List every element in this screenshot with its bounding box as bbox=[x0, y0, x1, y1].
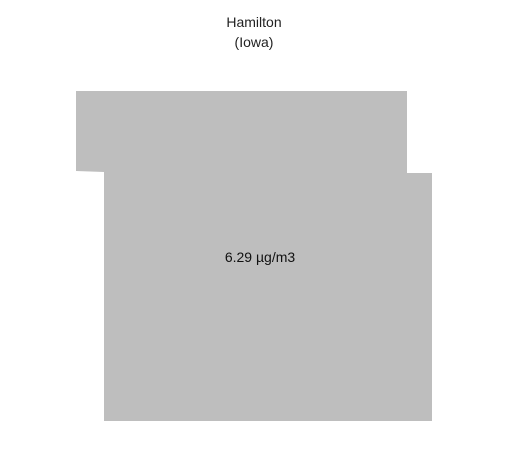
region-state: (Iowa) bbox=[234, 34, 274, 50]
county-shape[interactable] bbox=[76, 91, 432, 421]
region-name: Hamilton bbox=[226, 14, 282, 30]
map-title-block: Hamilton (Iowa) bbox=[0, 12, 508, 52]
pollution-value-label: 6.29 µg/m3 bbox=[224, 249, 296, 265]
